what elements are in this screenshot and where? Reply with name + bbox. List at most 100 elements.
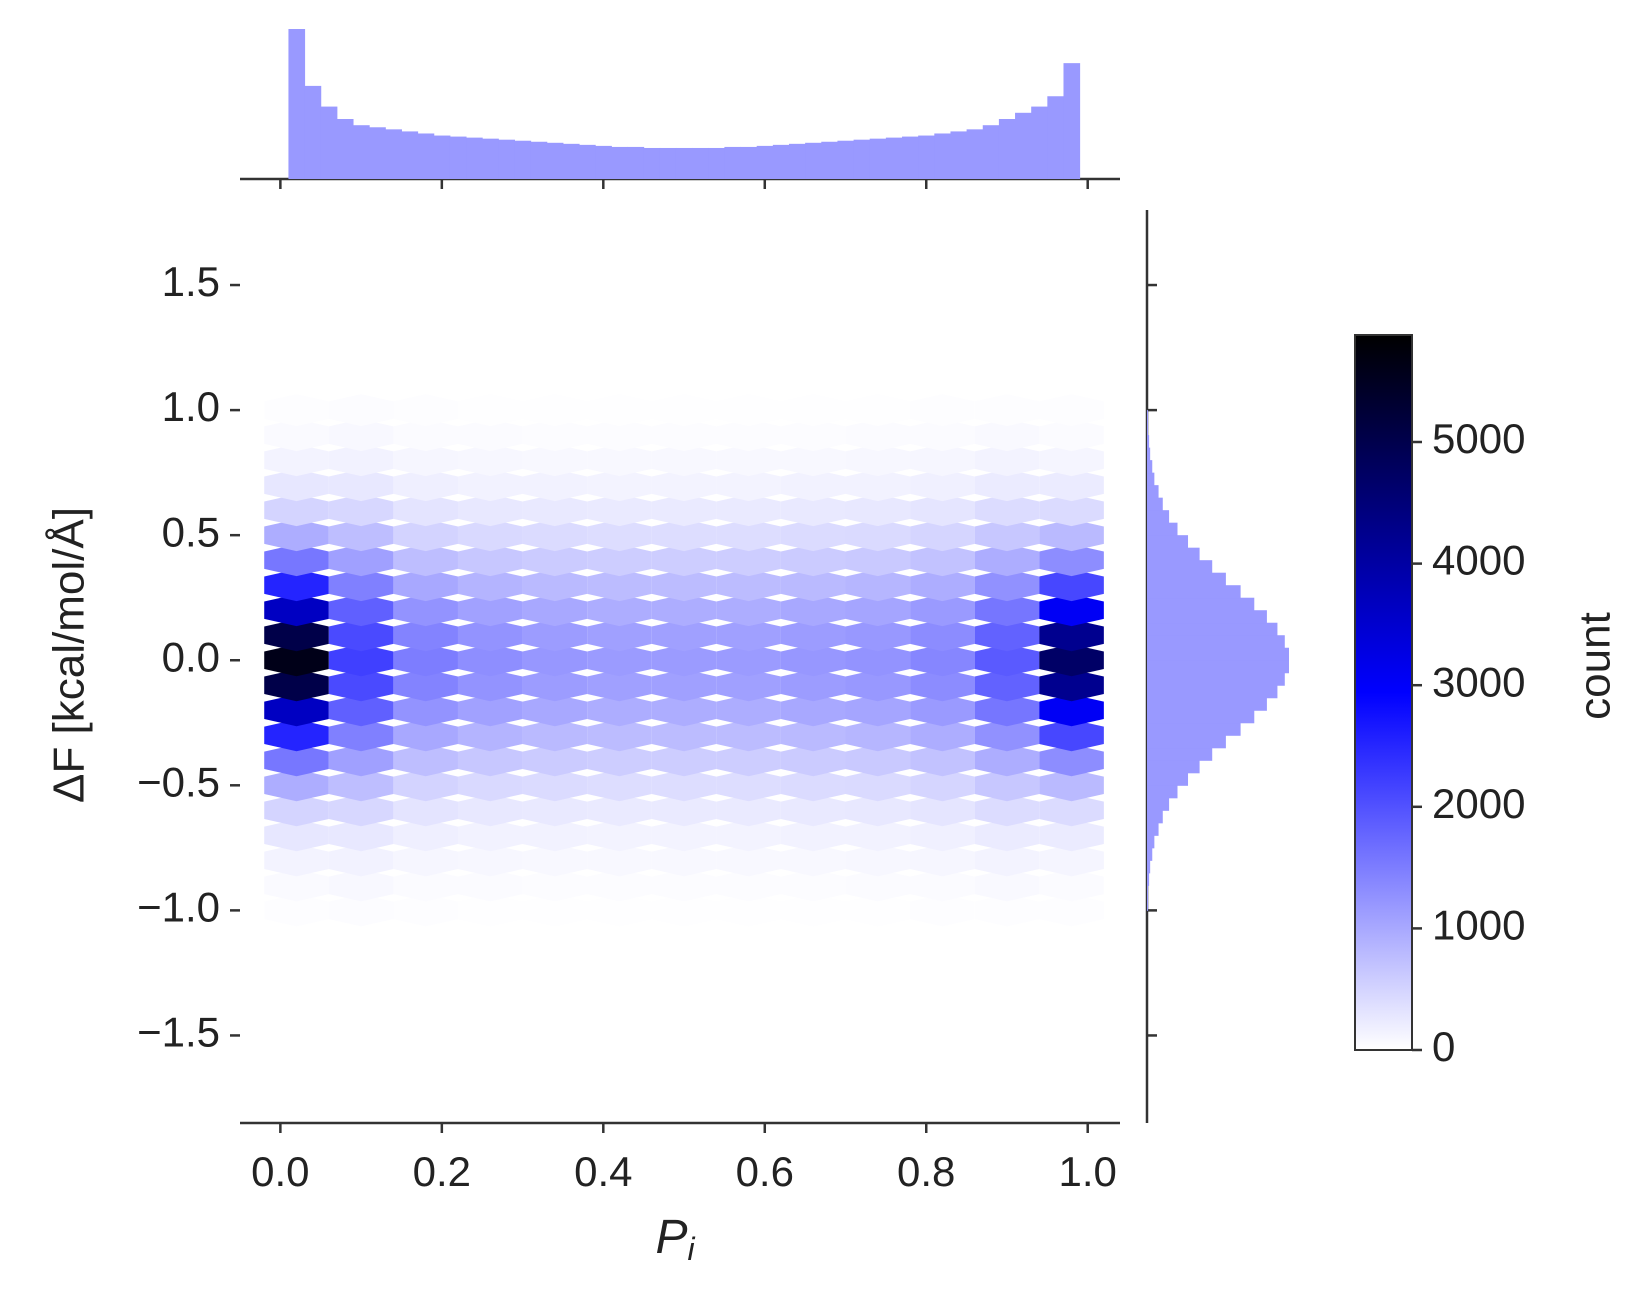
hexbin-cell <box>328 569 394 602</box>
hexbin-cell <box>845 869 911 902</box>
top-hist-bar <box>579 144 596 179</box>
top-hist-bar <box>304 85 322 179</box>
hexbin-cell <box>522 669 588 702</box>
top-hist-bar <box>385 129 402 179</box>
hexbin-cell <box>845 469 911 502</box>
hexbin-cell <box>457 519 523 552</box>
hexbin-cell <box>651 744 717 777</box>
hexbin-cell <box>522 594 588 627</box>
hexbin-cell <box>457 844 523 877</box>
hexbin-cell <box>651 844 717 877</box>
right-hist-bar <box>1147 497 1163 511</box>
hexbin-cell <box>910 544 975 577</box>
hexbin-cell <box>328 794 394 827</box>
hexbin-cell <box>910 594 975 627</box>
hexbin-cell <box>974 444 1040 477</box>
hexbin-cell <box>393 519 458 552</box>
y-tick-label: 0.0 <box>162 633 220 680</box>
hexbin-cell <box>328 469 394 502</box>
top-hist-bar <box>982 125 1000 179</box>
hexbin-cell <box>716 419 781 452</box>
hexbin-cell <box>328 644 394 677</box>
hexbin-cell <box>522 519 588 552</box>
right-hist-bar <box>1147 872 1150 886</box>
hexbin-cell <box>393 419 458 452</box>
right-hist-bar <box>1147 772 1189 786</box>
right-hist-bar <box>1147 510 1170 524</box>
hexbin-cell <box>1039 769 1104 802</box>
hexbin-cell <box>974 569 1040 602</box>
hexbin-cell <box>457 794 523 827</box>
hexbin-cell <box>1039 569 1104 602</box>
hexbin-cell <box>845 519 911 552</box>
hexbin-cell <box>845 794 911 827</box>
hexbin-cell <box>328 419 394 452</box>
hexbin-cell <box>264 769 329 802</box>
x-label-subscript: i <box>687 1231 695 1267</box>
hexbin-cell <box>845 744 911 777</box>
hexbin-cell <box>1039 869 1104 902</box>
top-hist-bar <box>998 119 1016 179</box>
hexbin-cell <box>328 769 394 802</box>
right-hist-bar <box>1147 760 1200 774</box>
right-hist-bar <box>1147 597 1255 611</box>
hexbin-cell <box>651 444 717 477</box>
right-hist-bar <box>1147 485 1159 499</box>
y-tick-label: −0.5 <box>137 758 220 805</box>
top-hist-bar <box>950 131 968 179</box>
hexbin-cell <box>974 419 1040 452</box>
hexbin-cell <box>974 469 1040 502</box>
hexbin-cell <box>522 469 588 502</box>
top-hist-bar <box>401 131 419 179</box>
hexbin-cell <box>457 769 523 802</box>
x-tick-label: 0.6 <box>736 1148 794 1195</box>
hexbin-cell <box>716 544 781 577</box>
hexbin-cell <box>780 744 846 777</box>
right-hist-bar <box>1147 435 1150 449</box>
hexbin-cell <box>264 594 329 627</box>
hexbin-cell <box>651 894 717 927</box>
hexbin-cell <box>457 669 523 702</box>
top-hist-bar <box>805 142 822 179</box>
hexbin-cell <box>587 569 652 602</box>
hexbin-cell <box>587 519 652 552</box>
top-hist-bar <box>546 142 564 179</box>
top-hist-bar <box>659 147 677 179</box>
hexbin-layer <box>264 394 1104 927</box>
right-hist-bar <box>1147 710 1255 724</box>
hexbin-cell <box>845 719 911 752</box>
hexbin-cell <box>264 469 329 502</box>
hexbin-cell <box>328 694 394 727</box>
hexbin-cell <box>587 419 652 452</box>
x-label-main: P <box>655 1211 687 1264</box>
hexbin-cell <box>651 794 717 827</box>
right-hist-bar <box>1147 897 1149 911</box>
hexbin-cell <box>264 519 329 552</box>
colorbar-tick-label: 0 <box>1432 1023 1455 1070</box>
hexbin-cell <box>328 444 394 477</box>
hexbin-cell <box>845 419 911 452</box>
hexbin-cell <box>1039 394 1104 427</box>
hexbin-cell <box>587 469 652 502</box>
hexbin-cell <box>974 769 1040 802</box>
hexbin-cell <box>264 844 329 877</box>
hexbin-cell <box>780 394 846 427</box>
hexbin-cell <box>974 394 1040 427</box>
hexbin-cell <box>522 819 588 852</box>
hexbin-cell <box>587 644 652 677</box>
hexbin-cell <box>845 444 911 477</box>
hexbin-cell <box>522 719 588 752</box>
hexbin-cell <box>974 644 1040 677</box>
right-hist-bar <box>1147 860 1151 874</box>
hexbin-cell <box>264 744 329 777</box>
right-hist-bar <box>1147 685 1278 699</box>
hexbin-cell <box>587 744 652 777</box>
hexbin-cell <box>587 794 652 827</box>
y-tick-label: −1.0 <box>137 883 220 930</box>
hexbin-cell <box>393 444 458 477</box>
hexbin-cell <box>393 544 458 577</box>
colorbar-tick-label: 3000 <box>1432 658 1525 705</box>
hexbin-cell <box>457 644 523 677</box>
colorbar-tick-label: 5000 <box>1432 415 1525 462</box>
hexbin-cell <box>974 894 1040 927</box>
